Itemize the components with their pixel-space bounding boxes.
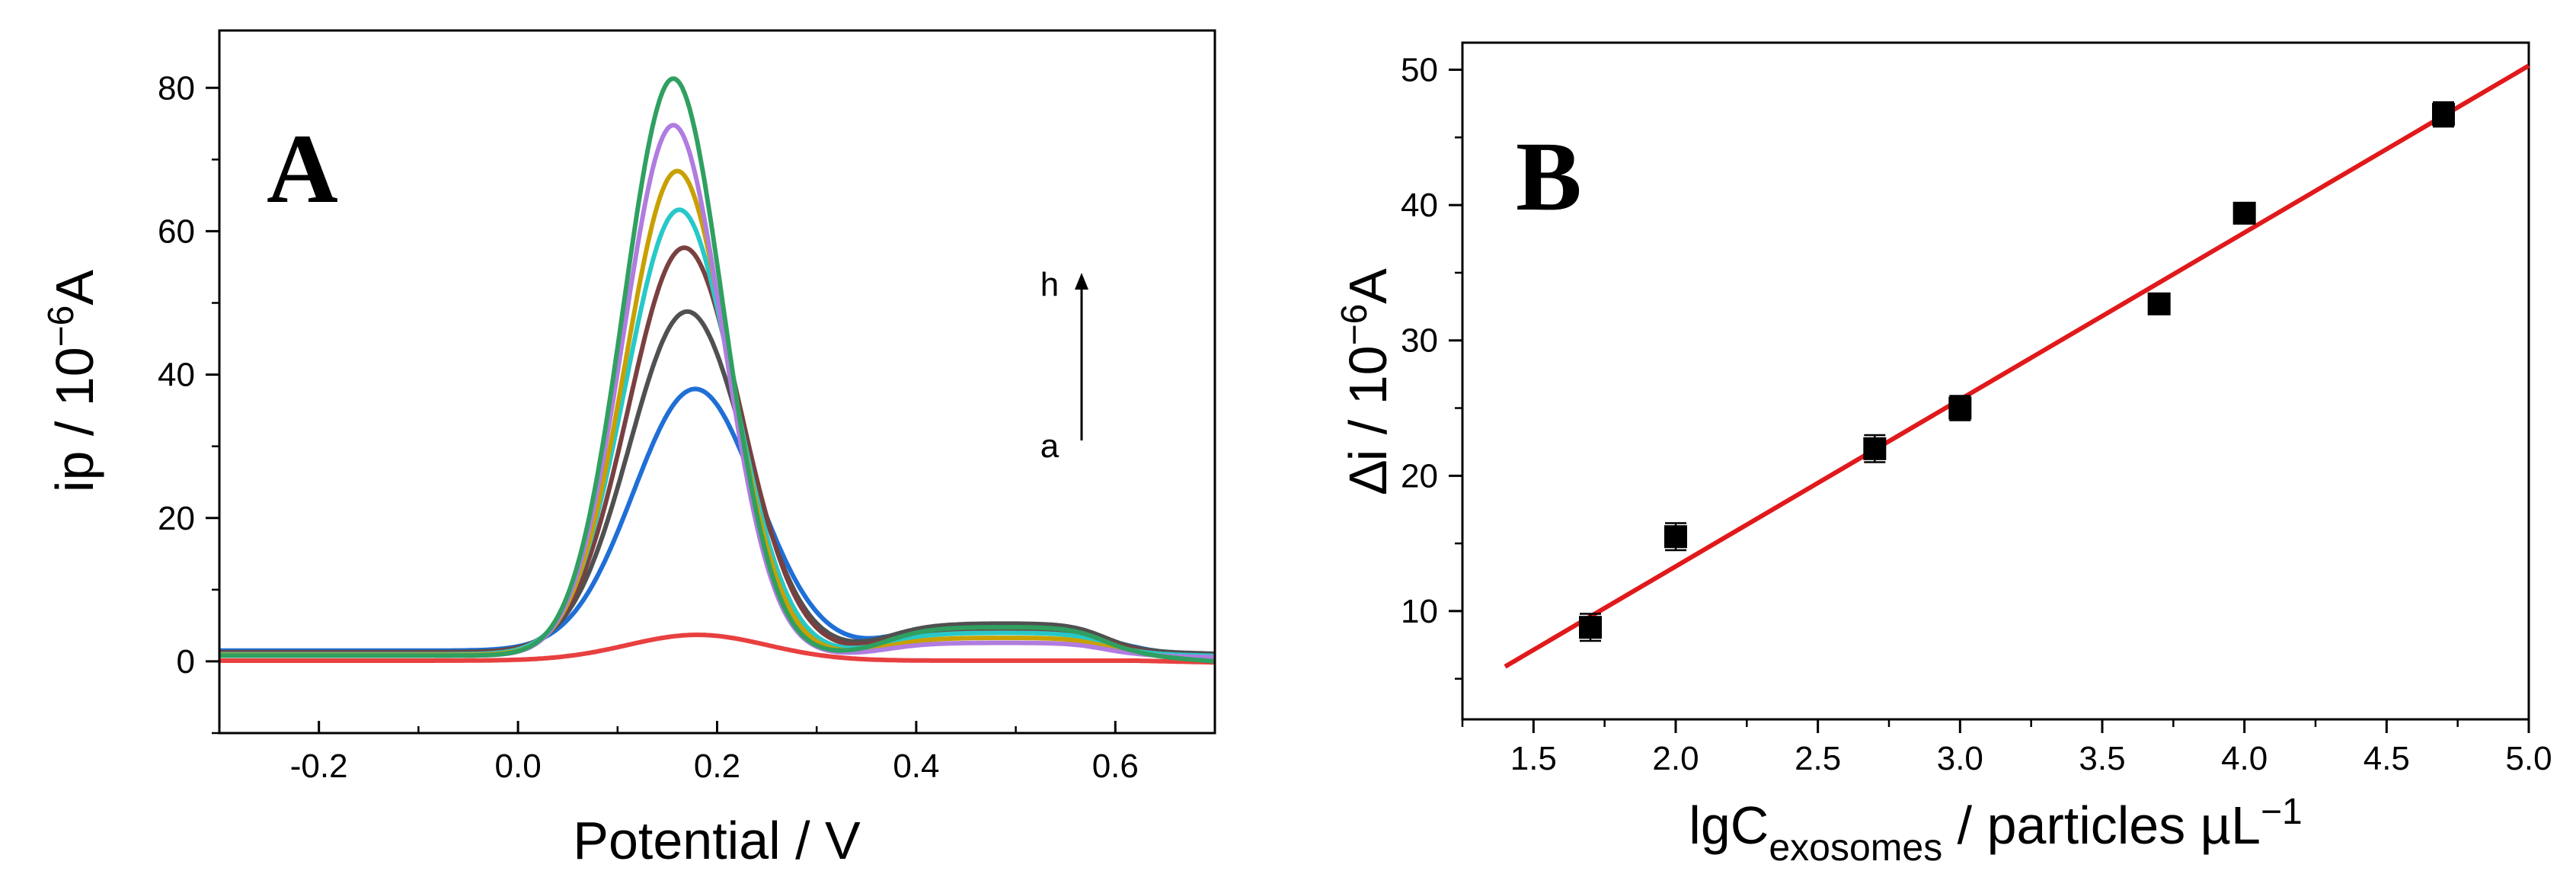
panel-b-fit-segment [1504, 63, 2530, 669]
panel-a-x-tick-label: 0.2 [694, 748, 740, 785]
panel-b-data-point [2232, 201, 2256, 225]
panel-b-fit-line [1504, 63, 2530, 669]
increase-arrow-head [1075, 273, 1088, 290]
panel-a-y-axis-title: ip / 10−6A [41, 270, 104, 492]
panel-a-letter: A [267, 114, 338, 224]
panel-b-chart: 1.5 2.0 2.5 3.0 3.5 4.0 4.5 5.0 10 20 30 40 50 B lg… [1334, 41, 2552, 869]
panel-b-marker [1664, 525, 1687, 549]
panel-a-x-tick-label: -0.2 [290, 748, 348, 785]
panel-a-y-tick-label: 20 [158, 500, 195, 537]
panel-b-frame [1461, 41, 2530, 721]
series-h-label: h [1040, 266, 1059, 303]
panel-b-x-tick-label: 4.5 [2363, 740, 2410, 777]
panel-a-x-tick-label: 0.6 [1092, 748, 1139, 785]
panel-a-curve-1 [219, 632, 1215, 665]
panel-b-x-tick-label: 3.0 [1937, 740, 1983, 777]
panel-b-data-point [1948, 395, 1972, 421]
panel-a-curve-2 [219, 386, 1216, 659]
panel-b-x-axis-title: lgCexosomes / particles µL−1 [1689, 792, 2302, 869]
panel-b-marker [1948, 396, 1972, 420]
panel-b-marker [1579, 616, 1602, 639]
panel-a-x-tick-label: 0.4 [893, 748, 939, 785]
panel-b-marker [2147, 292, 2171, 315]
panel-a-y-axis: 0 20 40 60 80 [158, 69, 219, 735]
panel-b-x-tick-label: 2.0 [1652, 740, 1699, 777]
panel-b-y-tick-label: 10 [1401, 593, 1438, 630]
panel-b-y-tick-label: 40 [1401, 187, 1438, 224]
series-a-label: a [1040, 427, 1059, 465]
panel-b-y-tick-label: 20 [1401, 457, 1438, 495]
panel-a-curve-7 [219, 123, 1216, 660]
panel-b-points [1579, 101, 2455, 642]
panel-b-x-tick-label: 3.5 [2079, 740, 2125, 777]
panel-b-letter: B [1516, 122, 1582, 232]
panel-b-x-tick-label: 2.5 [1795, 740, 1841, 777]
panel-b-x-tick-label: 4.0 [2221, 740, 2268, 777]
panel-b-data-point [1579, 613, 1602, 642]
panel-b-x-tick-label: 5.0 [2505, 740, 2552, 777]
panel-a-curve-8 [219, 76, 1216, 664]
panel-b-marker [1863, 437, 1887, 460]
panel-a-y-tick-label: 40 [158, 357, 195, 394]
panel-b-data-point [1664, 522, 1687, 552]
panel-b-y-axis-title: ∆i / 10−6A [1334, 268, 1398, 494]
panel-a-y-tick-label: 60 [158, 213, 195, 250]
panel-b-y-tick-label: 50 [1401, 52, 1438, 89]
panel-a-y-tick-label: 0 [177, 643, 195, 680]
panel-b-x-axis: 1.5 2.0 2.5 3.0 3.5 4.0 4.5 5.0 [1461, 719, 2552, 777]
panel-a-y-tick-label: 80 [158, 69, 195, 107]
panel-a-curves [219, 76, 1216, 665]
panel-a-curve-3 [219, 309, 1216, 656]
panel-a-x-tick-label: 0.0 [495, 748, 542, 785]
panel-a-chart: -0.2 0.0 0.2 0.4 0.6 0 20 40 60 80 A Potential /… [41, 29, 1216, 870]
panel-b-data-point [1863, 434, 1887, 463]
panel-b-marker [2232, 201, 2256, 225]
panel-b-y-axis: 10 20 30 40 50 [1401, 52, 1462, 680]
panel-b-y-tick-label: 30 [1401, 322, 1438, 360]
panel-a-x-axis-title: Potential / V [573, 811, 861, 870]
panel-b-marker [2432, 103, 2455, 126]
panel-b-data-point [2432, 101, 2455, 128]
panel-a-x-axis: -0.2 0.0 0.2 0.4 0.6 [218, 721, 1216, 785]
panel-b-x-tick-label: 1.5 [1510, 740, 1557, 777]
panel-b-data-point [2147, 292, 2171, 315]
panel-a-curve-6 [219, 168, 1216, 663]
